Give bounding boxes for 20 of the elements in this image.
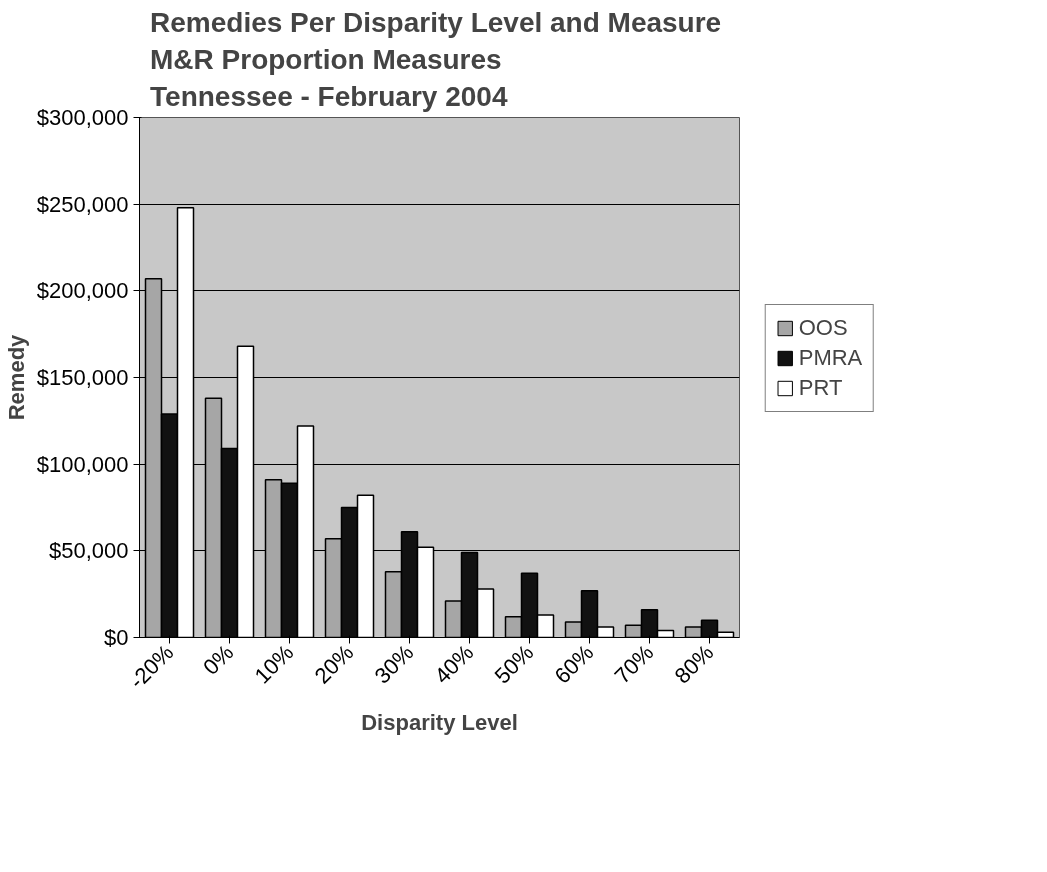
y-tick-label: $300,000 <box>36 105 129 130</box>
x-tick-label: 60% <box>549 639 599 689</box>
legend-label: PRT <box>798 375 843 401</box>
x-axis-title: Disparity Level <box>361 710 518 736</box>
x-tick-label: 80% <box>669 639 719 689</box>
x-tick-label: 50% <box>489 639 539 689</box>
y-tick-label: $50,000 <box>48 538 129 564</box>
x-tick-label: 70% <box>609 639 659 689</box>
x-tick-label: 30% <box>369 639 419 689</box>
y-tick-label: $100,000 <box>36 451 129 477</box>
y-axis-title: Remedy <box>3 333 29 421</box>
legend-label: PMRA <box>798 345 863 371</box>
y-tick-label: $250,000 <box>36 191 129 217</box>
x-tick-label: 0% <box>198 639 239 680</box>
y-tick-label: $0 <box>104 625 129 650</box>
x-tick-label: 40% <box>429 639 479 689</box>
chart-title: Remedies Per Disparity Level and Measure M&R Proportion Measures Tennessee - February 2004 <box>150 7 722 113</box>
y-tick-label: $200,000 <box>36 278 129 304</box>
legend-label: OOS <box>798 315 848 341</box>
y-tick-label: $150,000 <box>36 365 129 390</box>
